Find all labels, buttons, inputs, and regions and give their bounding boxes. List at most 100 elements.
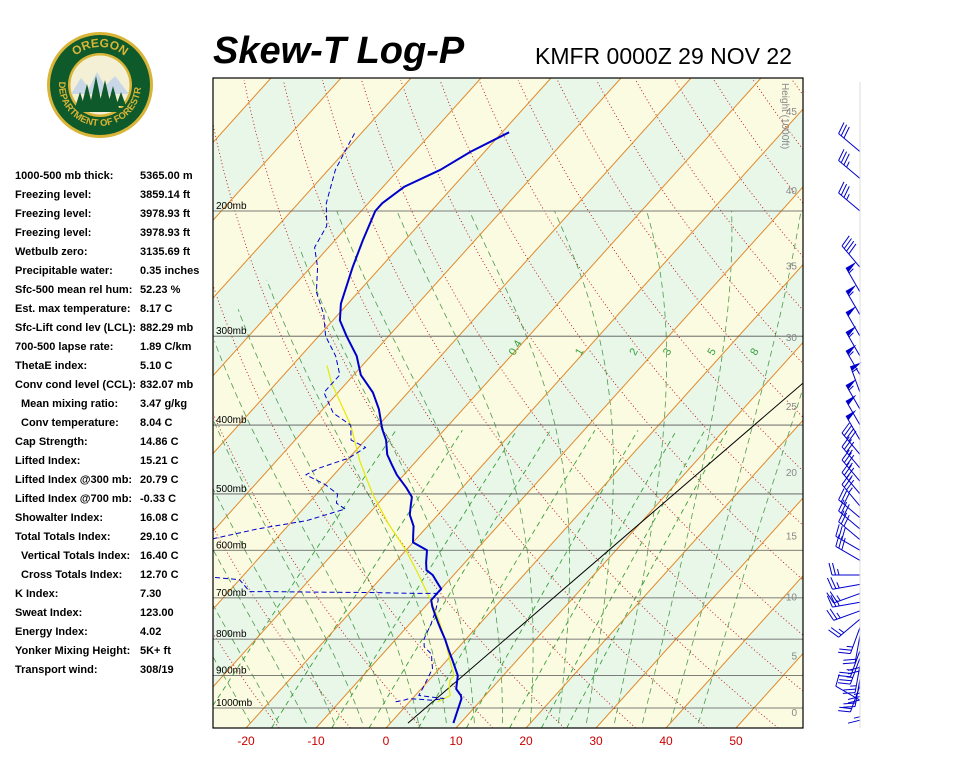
isotherm: [213, 78, 342, 221]
wind-barb-half-feather: [848, 449, 853, 456]
pressure-label: 800mb: [216, 629, 247, 640]
wind-barb-feather: [839, 648, 852, 651]
index-row: Conv temperature: 8.04 C: [15, 415, 215, 434]
wind-barb-half-feather: [838, 628, 845, 634]
wind-barb-feather: [840, 512, 848, 525]
index-row: Precipitable water: 0.35 inches: [15, 263, 215, 282]
wind-barb-half-feather: [848, 385, 854, 391]
wind-barb-shaft: [838, 499, 861, 519]
parcel-profile: [326, 365, 455, 703]
wind-barb-feather: [843, 452, 852, 463]
wind-barb-feather: [841, 436, 850, 448]
wind-barb-feather: [839, 706, 852, 710]
index-label: Energy Index:: [15, 626, 88, 638]
wind-barb-feather: [838, 510, 845, 523]
height-label: 15: [786, 531, 798, 542]
height-axis-title: Height (1000ft): [779, 83, 790, 149]
wind-barb-shaft: [832, 601, 861, 608]
index-row: Sfc-Lift cond lev (LCL): 882.29 mb: [15, 320, 215, 339]
index-row: ThetaE index: 5.10 C: [15, 358, 215, 377]
mixing-ratio-label: 3: [661, 346, 674, 357]
index-row: Yonker Mixing Height: 5K+ ft: [15, 643, 215, 662]
wind-barb-half-feather: [848, 332, 854, 338]
wind-barb-half-feather: [848, 291, 854, 297]
height-label: 20: [786, 468, 798, 479]
pressure-label: 700mb: [216, 588, 247, 599]
index-value: 832.07 mb: [140, 379, 194, 391]
wind-barb: [845, 344, 861, 376]
index-label: Conv cond level (CCL):: [15, 379, 137, 391]
wind-barb-feather: [830, 594, 837, 607]
wind-barb-feather: [841, 527, 846, 540]
dry-adiabat: [791, 79, 803, 96]
dewpoint-profile: [213, 132, 445, 703]
wind-barb-feather: [848, 243, 857, 255]
forestry-seal-icon: OREGON DEPARTMENT OF FORESTRY: [42, 22, 153, 138]
wind-barb: [826, 577, 861, 590]
wind-barb-feather: [838, 536, 843, 549]
wind-barb-flag: [846, 261, 857, 273]
index-label: Cross Totals Index:: [21, 569, 123, 581]
isotherm: [315, 186, 803, 728]
wind-barb: [828, 562, 861, 576]
height-label: 35: [786, 261, 798, 272]
chart-title: Skew-T Log-P: [213, 30, 465, 72]
sounding-profiles: [213, 131, 510, 724]
pressure-label: 400mb: [216, 415, 247, 426]
index-value: 5.10 C: [140, 360, 173, 372]
isobars: [213, 210, 803, 709]
temperature-tick-label: 20: [519, 734, 533, 748]
pressure-label: 500mb: [216, 484, 247, 495]
plot-frame: [212, 77, 804, 729]
temperature-tick-label: 10: [449, 734, 463, 748]
dry-adiabat: [321, 79, 779, 728]
wind-barb-feather: [847, 719, 861, 724]
moist-adiabat: [237, 309, 419, 724]
mixing-ratio-line: [541, 430, 706, 728]
wind-barb: [838, 499, 861, 530]
mixing-ratio-line: [466, 430, 639, 728]
wind-barb-feather: [841, 449, 850, 461]
temperature-tick-label: -10: [307, 734, 325, 748]
index-row: 700-500 lapse rate: 1.89 C/km: [15, 339, 215, 358]
isotherm: [213, 78, 482, 377]
wind-barb-half-feather: [836, 582, 840, 589]
wind-barb-feather: [843, 153, 850, 166]
wind-barb-feather: [826, 577, 833, 590]
index-value: -0.33 C: [140, 493, 177, 505]
wind-barb-flag: [846, 379, 857, 390]
stability-indices-panel: 1000-500 mb thick: 5365.00 m Freezing leve…: [15, 168, 215, 681]
index-row: Cap Strength: 14.86 C: [15, 434, 215, 453]
logo-top-text: OREGON: [69, 36, 131, 59]
wind-barb: [826, 608, 861, 621]
index-row: Freezing level: 3978.93 ft: [15, 206, 215, 225]
mixing-ratio-line: [418, 430, 596, 728]
wind-barb-shaft: [835, 545, 861, 561]
index-label: Showalter Index:: [15, 512, 104, 524]
pressure-label: 600mb: [216, 540, 247, 551]
temperature-tick-label: 30: [589, 734, 603, 748]
index-value: 5K+ ft: [140, 645, 171, 657]
dry-adiabat: [282, 79, 708, 728]
height-labels: 0 5 10 15 20 25 30 35 40 45: [786, 107, 798, 719]
height-label: 25: [786, 402, 798, 413]
isotherm: [213, 78, 552, 455]
wind-barb-half-feather: [848, 487, 853, 493]
wind-barb: [838, 488, 861, 519]
wind-barb-feather: [843, 688, 856, 691]
dry-adiabat: [949, 80, 960, 728]
index-row: Vertical Totals Index: 16.40 C: [15, 548, 215, 567]
wind-barb-half-feather: [848, 351, 854, 357]
index-row: Sfc-500 mean rel hum: 52.23 %: [15, 282, 215, 301]
index-label: Mean mixing ratio:: [21, 398, 119, 410]
wind-barb-half-feather: [846, 193, 850, 201]
wind-barb-half-feather: [836, 612, 841, 619]
dry-adiabat: [213, 284, 494, 728]
pressure-label: 900mb: [216, 665, 247, 676]
wind-barb: [842, 678, 861, 708]
isotherm: [385, 263, 803, 728]
index-value: 0.35 inches: [140, 265, 200, 277]
reference-line: [407, 382, 803, 724]
wind-barb-feather: [847, 666, 861, 671]
index-value: 8.17 C: [140, 303, 173, 315]
